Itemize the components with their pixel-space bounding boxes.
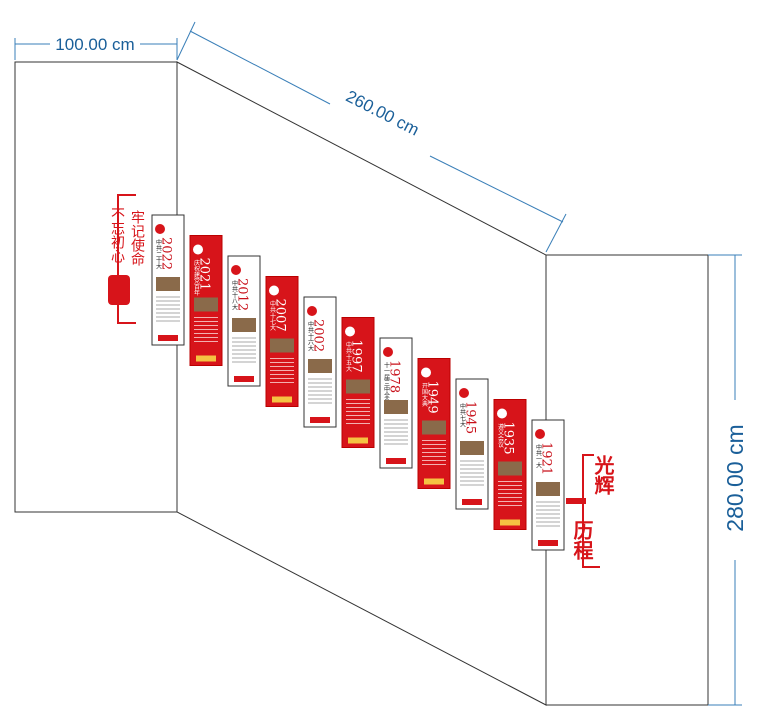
panel-year: 1949 (425, 381, 440, 414)
slogan: 光辉 (591, 455, 615, 496)
panel-year: 2012 (235, 278, 250, 311)
party-emblem (307, 306, 317, 316)
panel-photo (422, 420, 446, 435)
party-emblem (345, 326, 355, 337)
panel-year: 2002 (311, 319, 326, 352)
panel-subtitle: 中共一大 (535, 443, 542, 469)
panel-photo (384, 400, 408, 414)
dim-line (429, 155, 564, 223)
panel-subtitle: 中共十七大 (269, 300, 276, 332)
panel-photo (232, 318, 256, 332)
panel-subtitle: 中共二十大 (155, 238, 162, 270)
panel-footer (158, 335, 178, 341)
panel-year: 1978 (387, 360, 402, 393)
ornament (566, 498, 586, 504)
panel-footer (386, 458, 406, 464)
dim-line (189, 30, 331, 105)
panel-photo (536, 482, 560, 496)
panel-footer (462, 499, 482, 505)
panel-year: 2007 (273, 299, 288, 332)
party-emblem (193, 244, 203, 255)
party-emblem (155, 224, 165, 234)
party-emblem (231, 265, 241, 275)
panel-year: 2022 (159, 237, 174, 270)
panel-subtitle: 中共七大 (459, 402, 466, 428)
panel-footer (424, 478, 444, 485)
party-emblem (459, 388, 469, 398)
panel-photo (498, 461, 522, 476)
panel-year: 1921 (539, 442, 554, 475)
bracket (117, 194, 136, 324)
panel-footer (348, 437, 368, 444)
panel-photo (156, 277, 180, 291)
panel-footer (538, 540, 558, 546)
panel-footer (272, 396, 292, 403)
party-emblem (535, 429, 545, 439)
panel-subtitle: 中共十六大 (307, 320, 314, 352)
slope-dimension: 260.00 cm (343, 87, 422, 140)
party-emblem (383, 347, 393, 357)
panel-year: 2021 (197, 258, 212, 291)
panel-year: 1945 (463, 401, 478, 434)
left-wall (14, 61, 178, 513)
dim-line (545, 213, 567, 253)
panel-photo (194, 297, 218, 312)
height-dimension: 280.00 cm (722, 424, 748, 531)
panel-footer (196, 355, 216, 362)
panel-photo (460, 441, 484, 455)
panel-subtitle: 中共十五大 (345, 341, 352, 373)
panel-year: 1935 (501, 422, 516, 455)
slogan: 历程 (570, 520, 594, 560)
party-emblem (421, 367, 431, 378)
panel-footer (234, 376, 254, 382)
panel-photo (308, 359, 332, 373)
width-dimension: 100.00 cm (55, 35, 134, 54)
bracket (582, 454, 600, 568)
party-emblem (497, 408, 507, 419)
panel-subtitle: 遵义会议 (497, 423, 504, 449)
ornament (108, 275, 130, 305)
panel-subtitle: 十一届三中全会 (383, 361, 390, 405)
party-emblem (269, 285, 279, 296)
panel-footer (310, 417, 330, 423)
slogan: 牢记使命 (129, 210, 145, 266)
panel-footer (500, 519, 520, 526)
panel-photo (346, 379, 370, 394)
slogan: 不忘初心 (109, 207, 125, 263)
dim-line (176, 21, 196, 61)
panel-subtitle: 开国大典 (421, 383, 428, 408)
right-wall (545, 254, 709, 706)
panel-photo (270, 338, 294, 353)
panel-subtitle: 中共十八大 (231, 279, 238, 311)
panel-subtitle: 庆祝建党百年 (193, 259, 200, 297)
panel-year: 1997 (349, 340, 364, 373)
